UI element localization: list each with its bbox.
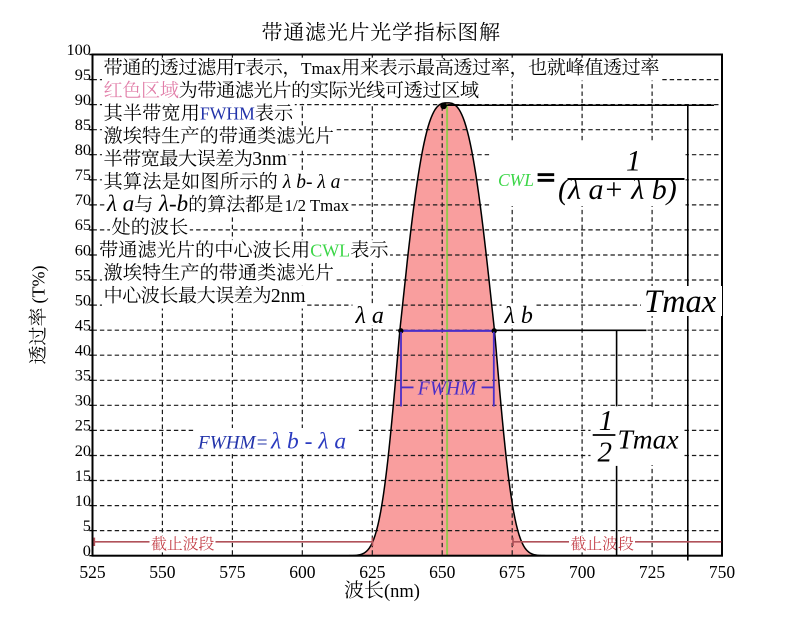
svg-text:0: 0 <box>83 541 91 560</box>
svg-text:5: 5 <box>83 516 91 535</box>
svg-text:3nm: 3nm <box>252 149 287 170</box>
svg-text:45: 45 <box>75 316 91 335</box>
svg-text:λ a: λ a <box>355 303 384 329</box>
svg-text:λ b - λ a: λ b - λ a <box>270 429 346 455</box>
svg-text:575: 575 <box>219 562 246 582</box>
svg-text:600: 600 <box>289 562 316 582</box>
svg-text:(λ a+ λ b): (λ a+ λ b) <box>558 173 677 206</box>
svg-text:2: 2 <box>598 437 613 469</box>
svg-text:CWL: CWL <box>310 240 350 260</box>
svg-text:λ-b: λ-b <box>158 191 188 216</box>
svg-text:10: 10 <box>75 491 91 510</box>
svg-text:15: 15 <box>75 466 91 485</box>
svg-text:CWL: CWL <box>498 170 534 190</box>
svg-text:700: 700 <box>569 562 596 582</box>
svg-text:λ b: λ b <box>504 303 533 329</box>
svg-text:FWHM: FWHM <box>200 104 255 124</box>
svg-text:625: 625 <box>359 562 386 582</box>
svg-text:85: 85 <box>75 115 91 134</box>
svg-text:Tmax: Tmax <box>618 424 679 455</box>
svg-text:T: T <box>234 59 245 78</box>
svg-text:525: 525 <box>79 562 106 582</box>
svg-text:50: 50 <box>75 290 91 309</box>
svg-text:80: 80 <box>75 140 91 159</box>
svg-text:(T%): (T%) <box>29 266 50 304</box>
svg-text:30: 30 <box>75 391 91 410</box>
svg-text:Tmax: Tmax <box>301 59 341 78</box>
svg-text:FWHM: FWHM <box>417 379 478 400</box>
svg-text:650: 650 <box>429 562 456 582</box>
svg-text:(nm): (nm) <box>384 582 420 602</box>
svg-text:λ a: λ a <box>106 191 134 216</box>
svg-text:FWHM=: FWHM= <box>197 433 269 454</box>
svg-text:Tmax: Tmax <box>644 284 717 320</box>
svg-text:20: 20 <box>75 441 91 460</box>
svg-text:65: 65 <box>75 215 91 234</box>
svg-text:70: 70 <box>75 190 91 209</box>
svg-text:550: 550 <box>149 562 176 582</box>
svg-text:95: 95 <box>75 65 91 84</box>
svg-text:1: 1 <box>626 145 641 178</box>
svg-text:λ b- λ a: λ b- λ a <box>282 172 341 193</box>
svg-text:90: 90 <box>75 90 91 109</box>
svg-text:100: 100 <box>67 40 91 59</box>
svg-text:35: 35 <box>75 366 91 385</box>
svg-text:25: 25 <box>75 416 91 435</box>
svg-text:750: 750 <box>709 562 736 582</box>
svg-text:60: 60 <box>75 240 91 259</box>
svg-text:75: 75 <box>75 165 91 184</box>
svg-text:55: 55 <box>75 265 91 284</box>
svg-text:1: 1 <box>599 405 614 437</box>
svg-text:40: 40 <box>75 341 91 360</box>
svg-text:725: 725 <box>639 562 666 582</box>
svg-text:2nm: 2nm <box>271 286 306 307</box>
svg-text:675: 675 <box>499 562 526 582</box>
svg-text:1/2 Tmax: 1/2 Tmax <box>285 196 350 215</box>
